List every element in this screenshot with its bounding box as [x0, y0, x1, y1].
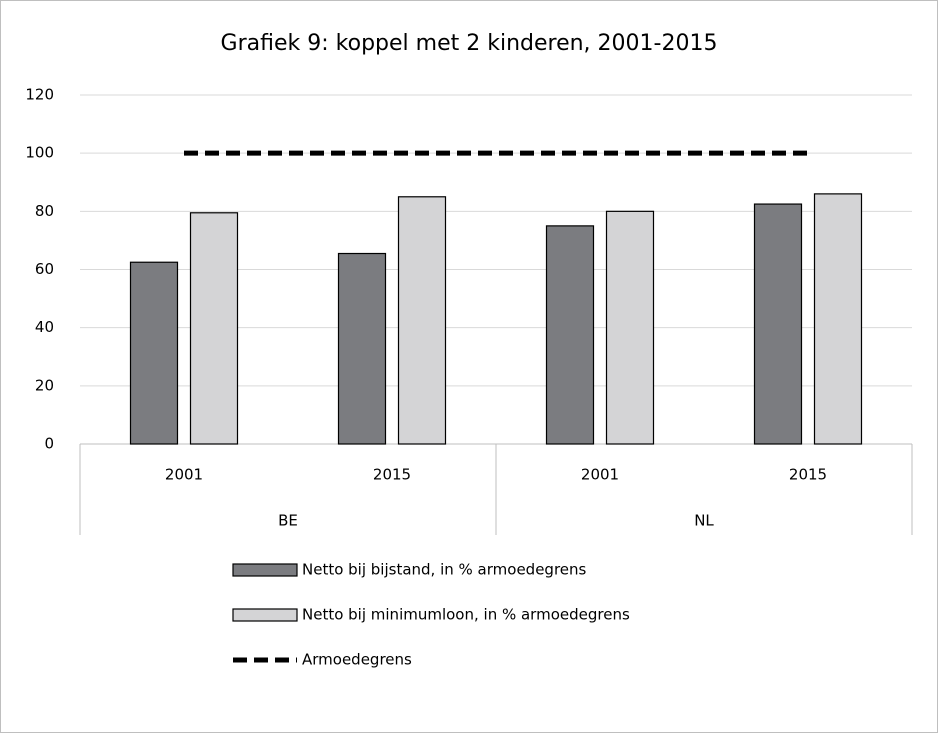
x-group-label: BE — [278, 512, 298, 530]
y-tick-label: 0 — [44, 435, 54, 453]
x-tick-label: 2001 — [581, 466, 619, 484]
bar — [129, 261, 179, 445]
x-tick-label: 2015 — [373, 466, 411, 484]
legend-swatch — [232, 563, 298, 577]
legend-label: Netto bij minimumloon, in % armoedegrens — [302, 606, 630, 624]
bar — [397, 196, 447, 445]
y-tick-label: 20 — [35, 376, 54, 394]
bar — [753, 203, 803, 445]
y-tick-label: 100 — [25, 144, 54, 162]
bar — [545, 225, 595, 445]
x-group-label: NL — [694, 512, 714, 530]
bar — [605, 210, 655, 445]
x-tick-label: 2001 — [165, 466, 203, 484]
y-tick-label: 80 — [35, 202, 54, 220]
chart-title: Grafiek 9: koppel met 2 kinderen, 2001-2… — [221, 31, 718, 56]
y-tick-label: 60 — [35, 260, 54, 278]
legend-swatch — [232, 608, 298, 622]
bar — [337, 252, 387, 445]
y-tick-label: 40 — [35, 318, 54, 336]
bar — [813, 193, 863, 445]
legend-label: Netto bij bijstand, in % armoedegrens — [302, 561, 587, 579]
bar — [189, 212, 239, 445]
y-tick-label: 120 — [25, 86, 54, 104]
legend-label: Armoedegrens — [302, 651, 412, 669]
x-tick-label: 2015 — [789, 466, 827, 484]
